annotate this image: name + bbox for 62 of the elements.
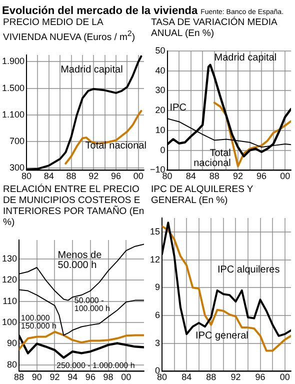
- series-label: IPC: [170, 102, 186, 114]
- x-tick-label: 88: [14, 372, 24, 382]
- y-tick-label: 12: [150, 254, 160, 264]
- x-tick-label: 92: [230, 372, 241, 382]
- x-tick-label: 84: [186, 171, 196, 182]
- series-label: Madrid capital: [60, 64, 123, 76]
- x-tick-label: 00: [121, 372, 132, 382]
- x-tick-label: 84: [182, 372, 192, 382]
- x-tick-label: 00: [133, 171, 144, 182]
- x-tick-label: 80: [22, 171, 32, 182]
- x-tick-label: 92: [88, 171, 99, 182]
- series-label: 50.000 - 100.000 h: [74, 296, 110, 314]
- chart-title: RELACIÓN ENTRE EL PRECIO DE MUNICIPIOS COSTEROS E INTERIORES POR TAMAÑO (En %): [2, 184, 146, 230]
- x-tick-label: 96: [255, 372, 266, 382]
- x-tick-label: 96: [256, 171, 267, 182]
- x-tick-label: 88: [206, 372, 216, 382]
- chart-title: PRECIO MEDIO DE LA VIVIENDA NUEVA (Euros / m$^{2}$): [2, 17, 136, 46]
- x-tick-label: 90: [32, 372, 42, 382]
- y-tick-label: 1.900: [2, 56, 25, 66]
- x-tick-label: 92: [232, 171, 243, 182]
- x-tick-label: 96: [85, 372, 96, 382]
- y-tick-label: 6: [154, 310, 160, 320]
- series-label: IPC general: [196, 330, 248, 342]
- y-tick-label: 15: [150, 226, 160, 236]
- y-tick-label: 20: [155, 105, 166, 116]
- series-label: Total nacional: [194, 148, 231, 169]
- x-tick-label: 00: [280, 372, 290, 382]
- y-tick-label: 120: [2, 274, 18, 285]
- y-tick-label: 10: [155, 124, 166, 135]
- y-tick-label: 130: [2, 254, 18, 264]
- y-tick-label: 0: [160, 144, 166, 155]
- x-tick-label: 88: [66, 171, 76, 182]
- series-label: Menos de 50.000 h: [58, 250, 102, 271]
- x-tick-label: 98: [103, 372, 114, 382]
- chart-title: TASA DE VARIACIÓN MEDIA ANUAL (En %): [150, 17, 278, 41]
- y-tick-label: 1.100: [2, 110, 25, 120]
- y-tick-label: 40: [155, 65, 166, 76]
- x-tick-label: 80: [162, 171, 172, 182]
- y-tick-label: 50: [155, 45, 166, 56]
- series-label: 100.000 150.000 h: [20, 314, 56, 331]
- y-tick-label: 30: [155, 85, 166, 96]
- series-label: Total nacional: [85, 140, 146, 152]
- x-tick-label: 94: [68, 372, 78, 382]
- series-label: Madrid capital: [214, 52, 277, 64]
- x-tick-label: 92: [50, 372, 60, 382]
- y-tick-label: 100: [2, 317, 18, 328]
- text: Evolución del mercado de la vivienda: [2, 5, 198, 17]
- y-tick-label: 9: [154, 282, 160, 292]
- chart-title: IPC DE ALQUILERES Y GENERAL (En %): [150, 184, 254, 208]
- y-tick-label: 110: [2, 296, 18, 306]
- y-tick-label: 700: [9, 136, 25, 146]
- series-label: IPC alquileres: [217, 264, 280, 276]
- y-tick-label: 90: [7, 338, 18, 348]
- x-tick-label: 00: [280, 171, 290, 182]
- y-tick-label: 300: [9, 162, 25, 173]
- y-tick-label: 3: [154, 338, 160, 348]
- x-tick-label: 88: [209, 171, 220, 182]
- y-tick-label: 80: [7, 359, 18, 370]
- y-tick-label: 1.500: [2, 82, 25, 93]
- x-tick-label: 84: [44, 171, 54, 182]
- x-tick-label: 96: [111, 171, 122, 182]
- series-label: 250.000 - 1.000.000 h: [56, 361, 135, 370]
